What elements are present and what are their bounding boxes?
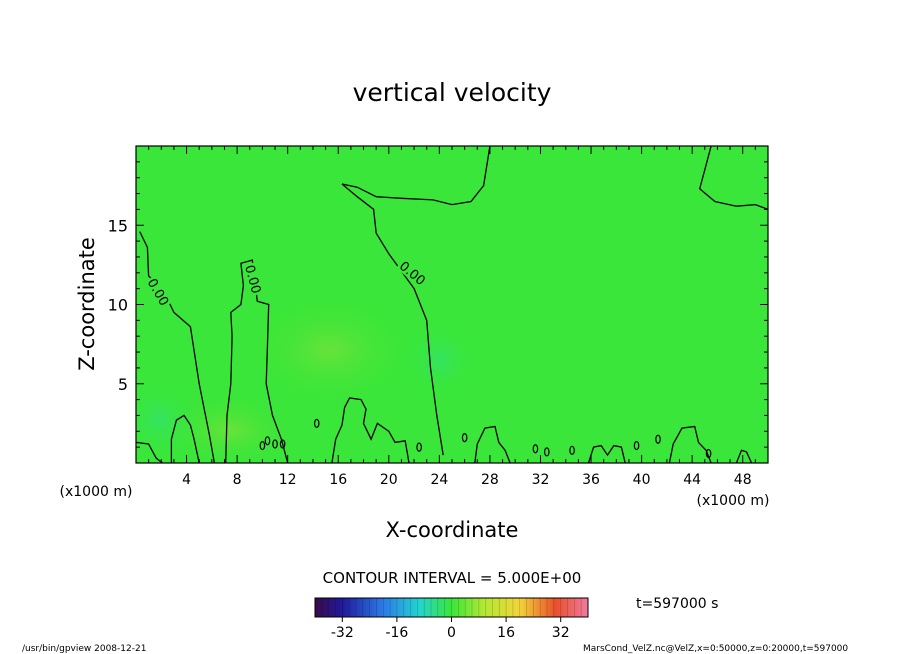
x-tick-label: 4 [182, 472, 191, 488]
x-tick-label: 32 [532, 472, 550, 488]
footer-right: MarsCond_VelZ.nc@VelZ,x=0:50000,z=0:2000… [583, 644, 848, 654]
contour-interval: CONTOUR INTERVAL = 5.000E+00 [323, 569, 582, 587]
x-tick-label: 12 [279, 472, 297, 488]
contour-line [474, 425, 511, 463]
x-tick-label: 16 [329, 472, 347, 488]
contour-label: 0.00 [241, 264, 263, 296]
time-label: t=597000 s [636, 596, 718, 612]
y-axis: 5 10 15 [108, 161, 768, 448]
contour-blob [272, 439, 278, 449]
contour-blob [279, 439, 286, 449]
colorbar-tick-label: -16 [385, 625, 408, 641]
x-units-left: (x1000 m) [60, 484, 133, 500]
y-tick-label: 5 [118, 375, 128, 394]
footer-left: /usr/bin/gpview 2008-12-21 [22, 644, 146, 654]
contour-blob [705, 448, 712, 459]
contour-line [136, 441, 163, 463]
contour-line [341, 146, 491, 206]
y-axis-label: Z-coordinate [75, 237, 99, 371]
contour-blob [264, 436, 271, 446]
x-units-right: (x1000 m) [697, 493, 770, 509]
x-tick-label: 44 [683, 472, 701, 488]
x-tick-label: 40 [633, 472, 651, 488]
colorbar-ticks: -32 -16 0 16 32 [331, 617, 570, 641]
contour-blob [416, 442, 422, 452]
contour-line [698, 146, 768, 211]
contour-blob [543, 447, 550, 457]
contour-blob [569, 445, 575, 455]
contour-line [225, 259, 289, 463]
x-tick-label: 8 [233, 472, 242, 488]
contour-label-bg [396, 257, 430, 289]
colorbar-tick-label: 16 [497, 625, 515, 641]
colorbar-segments [314, 598, 589, 617]
x-tick-label: 20 [380, 472, 398, 488]
contour-line [735, 449, 753, 463]
colorbar-tick-label: 0 [447, 625, 456, 641]
chart-title: vertical velocity [353, 78, 552, 107]
y-tick-label: 10 [108, 296, 128, 315]
x-tick-label: 24 [430, 472, 448, 488]
contour-blob [633, 440, 640, 451]
x-tick-label: 36 [582, 472, 600, 488]
x-axis-label: X-coordinate [386, 518, 519, 542]
contour-label-bg [242, 261, 265, 297]
contour-line [668, 425, 712, 463]
contour-blob [259, 440, 266, 451]
contour-line [331, 397, 410, 463]
contour-blob [461, 433, 468, 443]
colorbar-tick-label: -32 [331, 625, 354, 641]
contour-line [139, 231, 216, 463]
x-axis: 4 8 12 16 20 24 28 32 36 40 44 48 [148, 146, 756, 488]
contour-blob [313, 418, 320, 428]
x-tick-label: 48 [734, 472, 752, 488]
contour-line [170, 414, 200, 463]
y-tick-label: 15 [108, 216, 128, 235]
colorbar-tick-label: 32 [552, 625, 570, 641]
contour-line [587, 444, 626, 463]
contour-blob [532, 444, 539, 454]
contour-blob [655, 434, 661, 444]
x-tick-label: 28 [481, 472, 499, 488]
contour-lines [136, 146, 768, 463]
contour-label-bg [144, 274, 173, 310]
